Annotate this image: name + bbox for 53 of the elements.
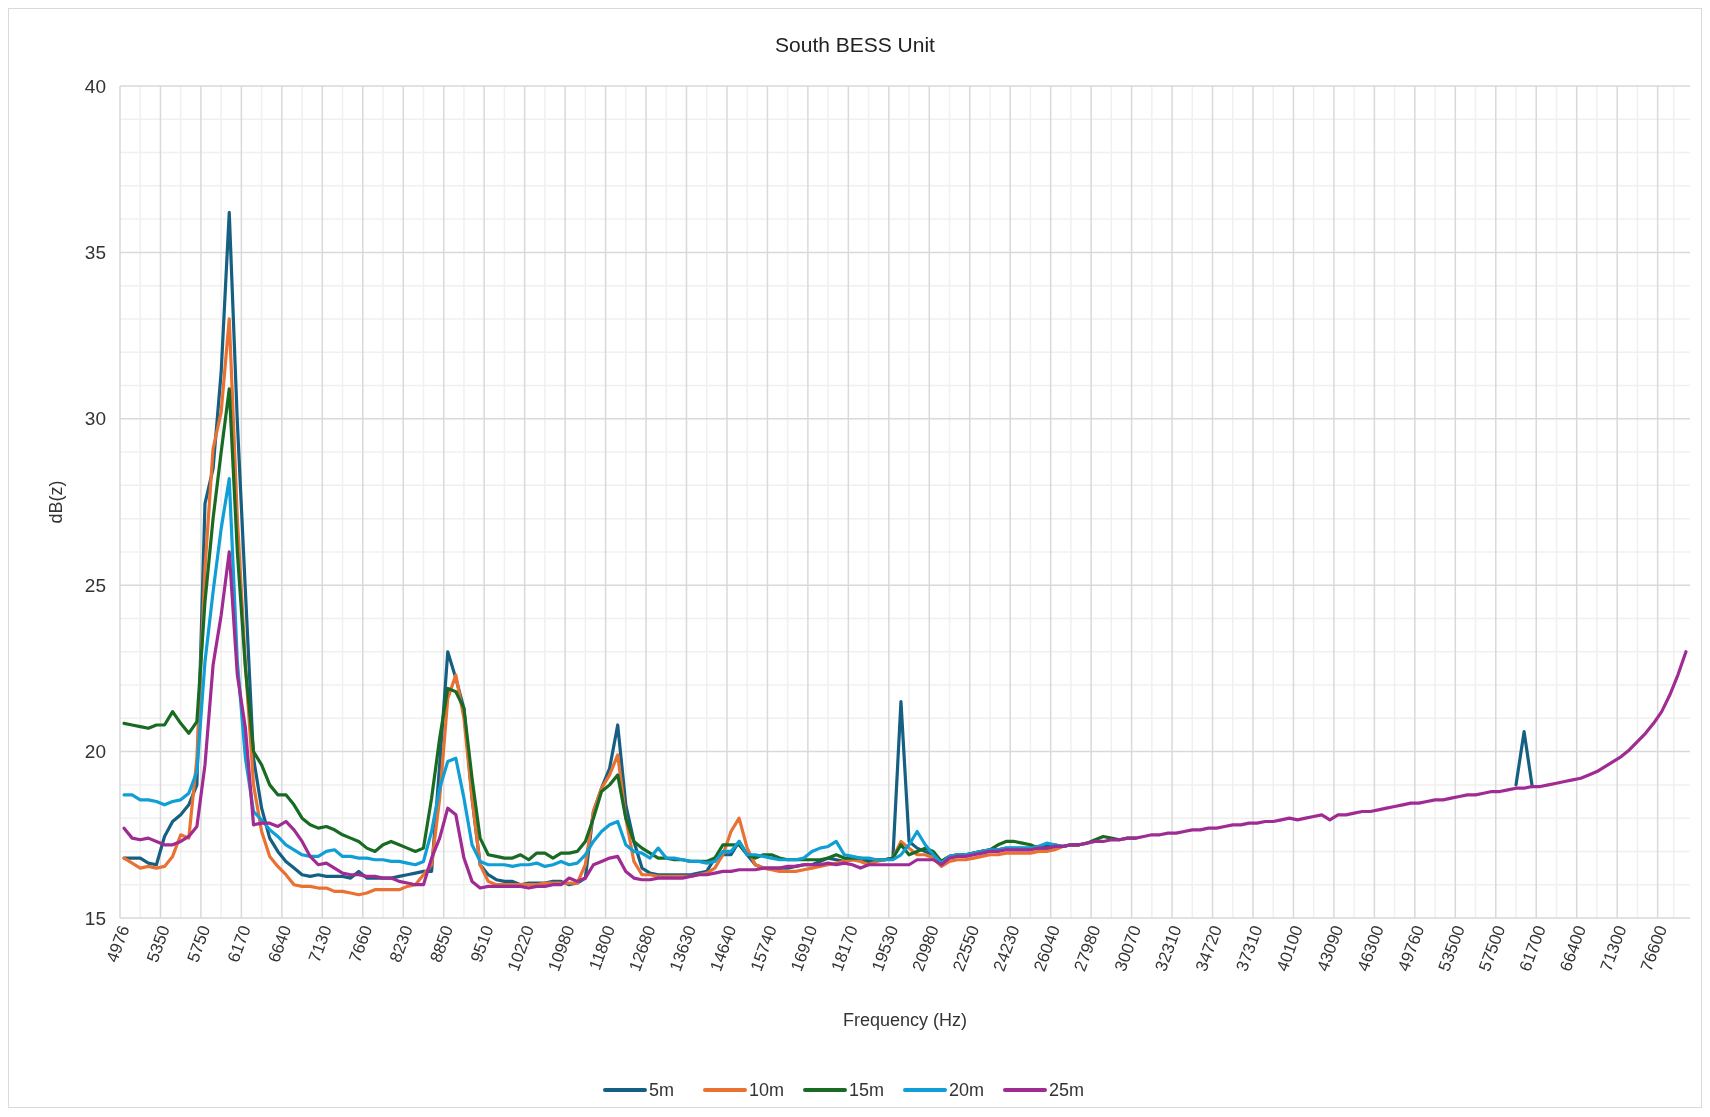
x-tick-label: 27980 bbox=[1070, 922, 1105, 974]
legend-label: 20m bbox=[949, 1080, 985, 1101]
legend-label: 25m bbox=[1049, 1080, 1085, 1101]
y-tick-label: 40 bbox=[84, 75, 106, 97]
x-tick-label: 15740 bbox=[746, 922, 781, 974]
x-tick-label: 19530 bbox=[868, 922, 903, 974]
x-tick-label: 10980 bbox=[544, 922, 579, 974]
x-tick-label: 53500 bbox=[1434, 922, 1469, 974]
x-tick-label: 57500 bbox=[1475, 922, 1510, 974]
line-series bbox=[122, 550, 1688, 890]
x-tick-label: 18170 bbox=[827, 922, 862, 974]
x-tick-label: 10220 bbox=[504, 922, 539, 974]
x-tick-label: 14640 bbox=[706, 922, 741, 974]
x-tick-label: 61700 bbox=[1515, 922, 1550, 974]
x-tick-label: 20980 bbox=[908, 922, 943, 974]
x-tick-label: 6170 bbox=[224, 922, 255, 965]
x-tick-label: 12680 bbox=[625, 922, 660, 974]
y-tick-label: 20 bbox=[84, 741, 106, 763]
x-tick-label: 5750 bbox=[183, 922, 215, 965]
x-tick-label: 8850 bbox=[426, 922, 458, 965]
y-axis-title: dB(z) bbox=[46, 480, 66, 524]
x-axis-title: Frequency (Hz) bbox=[842, 1010, 968, 1030]
x-tick-label: 34720 bbox=[1191, 922, 1226, 974]
x-tick-label: 24230 bbox=[989, 922, 1024, 974]
y-tick-label: 15 bbox=[84, 907, 106, 929]
x-tick-label: 37310 bbox=[1232, 922, 1267, 974]
x-tick-label: 30070 bbox=[1110, 922, 1145, 974]
x-tick-label: 46300 bbox=[1353, 922, 1388, 974]
x-tick-label: 13630 bbox=[665, 922, 700, 974]
x-tick-label: 26040 bbox=[1030, 922, 1065, 974]
legend-label: 10m bbox=[749, 1080, 785, 1101]
x-tick-label: 49760 bbox=[1394, 922, 1429, 974]
x-tick-label: 71300 bbox=[1596, 922, 1631, 974]
x-tick-label: 32310 bbox=[1151, 922, 1186, 974]
x-tick-label: 5350 bbox=[143, 922, 174, 965]
x-tick-label: 7660 bbox=[345, 922, 377, 965]
x-tick-label: 11800 bbox=[585, 922, 619, 973]
x-tick-label: 7130 bbox=[304, 922, 336, 965]
x-tick-label: 43090 bbox=[1313, 922, 1348, 974]
y-tick-label: 35 bbox=[84, 242, 106, 264]
legend-label: 5m bbox=[649, 1080, 675, 1101]
x-tick-label: 9510 bbox=[466, 922, 498, 965]
x-tick-label: 16910 bbox=[787, 922, 822, 974]
y-tick-label: 30 bbox=[84, 408, 106, 430]
legend-label: 15m bbox=[849, 1080, 885, 1101]
x-tick-label: 8230 bbox=[385, 922, 417, 965]
chart-title: South BESS Unit bbox=[775, 33, 936, 56]
x-tick-label: 22550 bbox=[949, 922, 984, 974]
y-tick-label: 25 bbox=[84, 574, 106, 596]
x-tick-label: 40100 bbox=[1272, 922, 1307, 974]
x-tick-label: 66400 bbox=[1556, 922, 1591, 974]
x-tick-label: 76600 bbox=[1637, 922, 1672, 974]
x-tick-label: 6640 bbox=[264, 922, 296, 965]
